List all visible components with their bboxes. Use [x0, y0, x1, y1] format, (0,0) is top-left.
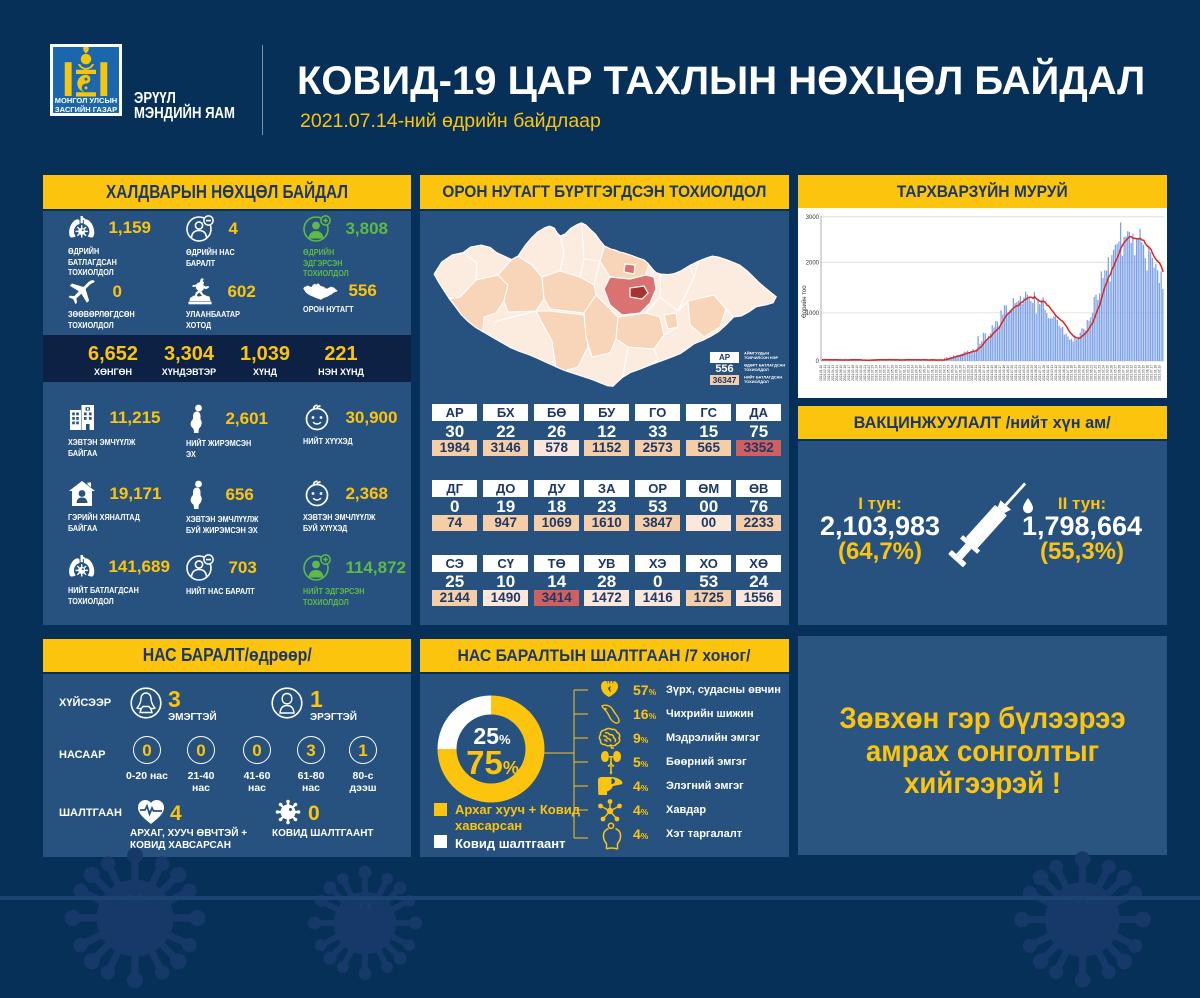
svg-text:2021.01.17: 2021.01.17 — [847, 365, 851, 381]
svg-text:2021.02.10: 2021.02.10 — [1046, 365, 1050, 381]
svg-text:2021.05.23: 2021.05.23 — [946, 365, 950, 381]
svg-text:2021.05.27: 2021.05.27 — [1114, 365, 1118, 381]
svg-text:2021.06.14: 2021.06.14 — [1062, 365, 1066, 381]
svg-text:2021.07.11: 2021.07.11 — [899, 365, 903, 381]
svg-text:2021.01.19: 2021.01.19 — [930, 365, 934, 381]
svg-text:2021.07.22: 2021.07.22 — [1094, 365, 1098, 381]
svg-text:2021.03.11: 2021.03.11 — [1050, 365, 1054, 381]
svg-text:2021.03.26: 2021.03.26 — [883, 365, 887, 381]
svg-text:2021.01.16: 2021.01.16 — [1070, 365, 1074, 381]
svg-text:2021.01.24: 2021.01.24 — [875, 365, 879, 381]
svg-text:2021.03.12: 2021.03.12 — [827, 365, 831, 381]
svg-text:2021.01.21: 2021.01.21 — [1014, 365, 1018, 381]
svg-text:2021.01.28: 2021.01.28 — [1042, 365, 1046, 381]
svg-text:2021.01.12: 2021.01.12 — [903, 365, 907, 381]
svg-text:2021.06.16: 2021.06.16 — [1145, 365, 1149, 381]
svg-text:2021.04.12: 2021.04.12 — [1054, 365, 1058, 381]
svg-text:2021.03.28: 2021.03.28 — [966, 365, 970, 381]
svg-text:2021.02.11: 2021.02.11 — [823, 365, 827, 381]
svg-text:2021.04.24: 2021.04.24 — [1026, 365, 1030, 381]
svg-text:2021.02.17: 2021.02.17 — [1074, 365, 1078, 381]
svg-text:2021.02.25: 2021.02.25 — [879, 365, 883, 381]
svg-text:2021.02.15: 2021.02.15 — [990, 365, 994, 381]
svg-text:2021.02.13: 2021.02.13 — [907, 365, 911, 381]
svg-text:2021.03.13: 2021.03.13 — [1133, 365, 1137, 381]
svg-text:2021.05.20: 2021.05.20 — [1086, 365, 1090, 381]
svg-text:2021.06.21: 2021.06.21 — [1090, 365, 1094, 381]
svg-text:2021.05.13: 2021.05.13 — [1058, 365, 1062, 381]
svg-text:2021.05.11: 2021.05.11 — [974, 365, 978, 381]
svg-text:2021.01.23: 2021.01.23 — [1098, 365, 1102, 381]
svg-text:2021.05.18: 2021.05.18 — [1002, 365, 1006, 381]
svg-text:2021.02.24: 2021.02.24 — [1102, 365, 1106, 381]
svg-text:2021.01.11: 2021.01.11 — [1126, 365, 1130, 381]
svg-text:2021.06.28: 2021.06.28 — [1118, 365, 1122, 381]
svg-text:0: 0 — [816, 359, 820, 365]
svg-text:2000: 2000 — [806, 260, 820, 266]
svg-text:2021.04.19: 2021.04.19 — [1082, 365, 1086, 381]
svg-text:2021.03.21: 2021.03.21 — [938, 365, 942, 381]
svg-text:2021.06.26: 2021.06.26 — [1034, 365, 1038, 381]
svg-text:2021.02.12: 2021.02.12 — [1129, 365, 1133, 381]
svg-text:2021.03.18: 2021.03.18 — [1078, 365, 1082, 381]
svg-text:2021.07.16: 2021.07.16 — [843, 365, 847, 381]
svg-text:2021.06.12: 2021.06.12 — [978, 365, 982, 381]
svg-text:2021.05.28: 2021.05.28 — [891, 365, 895, 381]
svg-text:2021.01.10: 2021.01.10 — [819, 365, 823, 381]
svg-text:2021.04.27: 2021.04.27 — [887, 365, 891, 381]
svg-text:2021.04.20: 2021.04.20 — [859, 365, 863, 381]
svg-text:2021.06.17: 2021.06.17 — [923, 365, 927, 381]
svg-text:2021.06.15: 2021.06.15 — [839, 365, 843, 381]
svg-text:2021.02.19: 2021.02.19 — [1157, 365, 1161, 381]
svg-text:2021.07.23: 2021.07.23 — [871, 365, 875, 381]
svg-text:2021.02.18: 2021.02.18 — [851, 365, 855, 381]
svg-text:2021.07.17: 2021.07.17 — [1149, 365, 1153, 381]
svg-text:2021.04.15: 2021.04.15 — [915, 365, 919, 381]
svg-text:2021.06.19: 2021.06.19 — [1006, 365, 1010, 381]
svg-text:2021.05.16: 2021.05.16 — [919, 365, 923, 381]
svg-text:2021.02.20: 2021.02.20 — [934, 365, 938, 381]
svg-text:2021.03.14: 2021.03.14 — [911, 365, 915, 381]
svg-text:2021.03.23: 2021.03.23 — [1022, 365, 1026, 381]
svg-text:2021.02.27: 2021.02.27 — [962, 365, 966, 381]
svg-text:2021.03.16: 2021.03.16 — [994, 365, 998, 381]
svg-text:2021.06.24: 2021.06.24 — [950, 365, 954, 381]
svg-text:2021.07.15: 2021.07.15 — [1066, 365, 1070, 381]
svg-text:2021.03.19: 2021.03.19 — [855, 365, 859, 381]
svg-text:2021.07.18: 2021.07.18 — [927, 365, 931, 381]
svg-text:2021.06.22: 2021.06.22 — [867, 365, 871, 381]
svg-text:2021.04.22: 2021.04.22 — [942, 365, 946, 381]
svg-text:2021.02.22: 2021.02.22 — [1018, 365, 1022, 381]
svg-text:2021.05.14: 2021.05.14 — [835, 365, 839, 381]
svg-text:2021.06.10: 2021.06.10 — [895, 365, 899, 381]
svg-text:2021.04.17: 2021.04.17 — [998, 365, 1002, 381]
svg-text:2021.07.27: 2021.07.27 — [1038, 365, 1042, 381]
svg-text:2021.07.10: 2021.07.10 — [1122, 365, 1126, 381]
svg-text:2021.01.26: 2021.01.26 — [958, 365, 962, 381]
svg-text:2021.05.15: 2021.05.15 — [1141, 365, 1145, 381]
svg-text:2021.05.21: 2021.05.21 — [863, 365, 867, 381]
svg-text:2021.01.14: 2021.01.14 — [986, 365, 990, 381]
svg-text:2021.01.18: 2021.01.18 — [1153, 365, 1157, 381]
svg-text:2021.07.20: 2021.07.20 — [1010, 365, 1014, 381]
svg-text:2021.04.13: 2021.04.13 — [831, 365, 835, 381]
svg-text:3000: 3000 — [806, 215, 820, 221]
svg-text:2021.03.25: 2021.03.25 — [1106, 365, 1110, 381]
svg-text:2021.07.25: 2021.07.25 — [954, 365, 958, 381]
svg-text:2021.04.14: 2021.04.14 — [1137, 365, 1141, 381]
svg-text:2021.07.13: 2021.07.13 — [982, 365, 986, 381]
svg-text:2021.05.25: 2021.05.25 — [1030, 365, 1034, 381]
svg-text:2021.04.26: 2021.04.26 — [1110, 365, 1114, 381]
svg-text:Өдрийн тоо: Өдрийн тоо — [801, 285, 808, 318]
svg-text:2021.04.10: 2021.04.10 — [970, 365, 974, 381]
svg-text:1000: 1000 — [806, 311, 820, 317]
